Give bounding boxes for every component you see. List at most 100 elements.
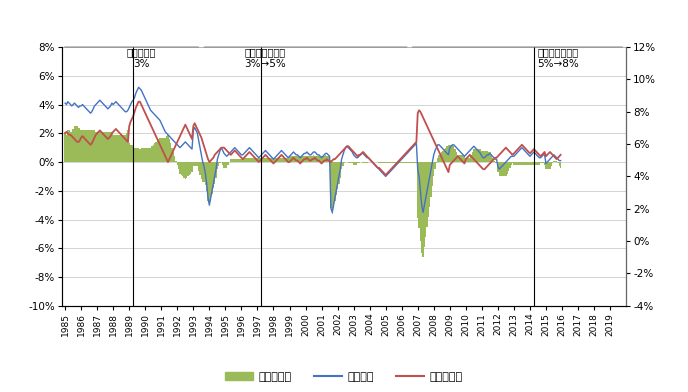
Bar — [484, 151, 485, 162]
Bar — [408, 162, 409, 163]
Bar — [66, 135, 67, 162]
Bar — [190, 162, 191, 174]
Bar — [92, 131, 94, 162]
Bar — [336, 162, 337, 195]
Bar — [537, 162, 539, 165]
Bar — [237, 159, 238, 162]
Bar — [120, 135, 122, 162]
Bar — [142, 148, 143, 162]
Bar — [398, 162, 400, 163]
Bar — [181, 162, 182, 175]
Bar — [155, 142, 157, 162]
Bar — [151, 146, 153, 162]
Bar — [384, 162, 385, 163]
Bar — [347, 162, 349, 163]
Bar — [246, 158, 248, 162]
Bar — [532, 162, 533, 165]
Bar — [252, 158, 254, 162]
Bar — [259, 158, 261, 162]
Bar — [292, 156, 293, 162]
Bar — [89, 131, 90, 162]
Bar — [308, 156, 309, 162]
Bar — [522, 162, 523, 165]
Bar — [481, 151, 482, 162]
Bar — [170, 143, 171, 162]
Bar — [195, 162, 197, 166]
Bar — [471, 155, 472, 162]
Bar — [556, 161, 557, 162]
Bar — [528, 162, 529, 165]
Bar — [147, 148, 149, 162]
Bar — [126, 133, 127, 162]
Bar — [71, 132, 72, 162]
Bar — [350, 162, 352, 163]
Bar — [213, 162, 214, 188]
Bar — [279, 158, 281, 162]
Text: 3%: 3% — [133, 58, 149, 69]
Bar — [182, 162, 183, 176]
Bar — [110, 132, 111, 162]
Bar — [458, 155, 460, 162]
Bar — [111, 132, 113, 162]
Bar — [283, 158, 285, 162]
Bar — [541, 162, 543, 163]
Bar — [455, 152, 457, 162]
Bar — [321, 156, 322, 162]
Bar — [264, 158, 265, 162]
Bar — [134, 148, 136, 162]
Bar — [270, 158, 272, 162]
Bar — [325, 155, 326, 162]
Bar — [444, 149, 445, 162]
Bar — [317, 156, 319, 162]
Bar — [436, 162, 437, 163]
Bar — [173, 152, 174, 162]
Bar — [138, 148, 139, 162]
Bar — [391, 162, 393, 163]
Bar — [281, 158, 282, 162]
Bar — [437, 158, 438, 162]
Bar — [210, 162, 211, 200]
Bar — [119, 135, 120, 162]
Bar — [428, 162, 429, 217]
Bar — [544, 162, 546, 165]
Bar — [175, 161, 177, 162]
Bar — [274, 158, 275, 162]
Bar — [289, 156, 290, 162]
Bar — [122, 135, 123, 162]
Bar — [338, 162, 340, 183]
Bar — [460, 155, 461, 162]
Bar — [422, 162, 424, 257]
Bar — [513, 162, 515, 165]
Text: 消費税引き上げ: 消費税引き上げ — [537, 47, 579, 57]
Bar — [504, 162, 505, 176]
Bar — [468, 158, 469, 162]
Bar — [387, 162, 389, 163]
Bar — [472, 152, 473, 162]
Bar — [100, 132, 102, 162]
Bar — [106, 132, 107, 162]
Bar — [208, 162, 210, 205]
Bar — [265, 158, 266, 162]
Bar — [548, 162, 549, 169]
Bar — [473, 149, 475, 162]
Bar — [136, 148, 138, 162]
Bar — [174, 156, 175, 162]
Bar — [405, 162, 407, 163]
Bar — [234, 159, 235, 162]
Bar — [431, 162, 432, 196]
Bar — [343, 162, 345, 163]
Bar — [438, 155, 440, 162]
Bar — [506, 162, 508, 174]
Bar — [67, 131, 69, 162]
Bar — [383, 162, 384, 163]
Bar — [139, 149, 140, 162]
Bar — [262, 158, 264, 162]
Bar — [364, 162, 365, 163]
Bar — [85, 131, 86, 162]
Bar — [381, 162, 383, 163]
Bar — [555, 161, 556, 162]
Bar — [129, 143, 130, 162]
Bar — [464, 155, 465, 162]
Bar — [526, 162, 528, 165]
Bar — [238, 159, 239, 162]
